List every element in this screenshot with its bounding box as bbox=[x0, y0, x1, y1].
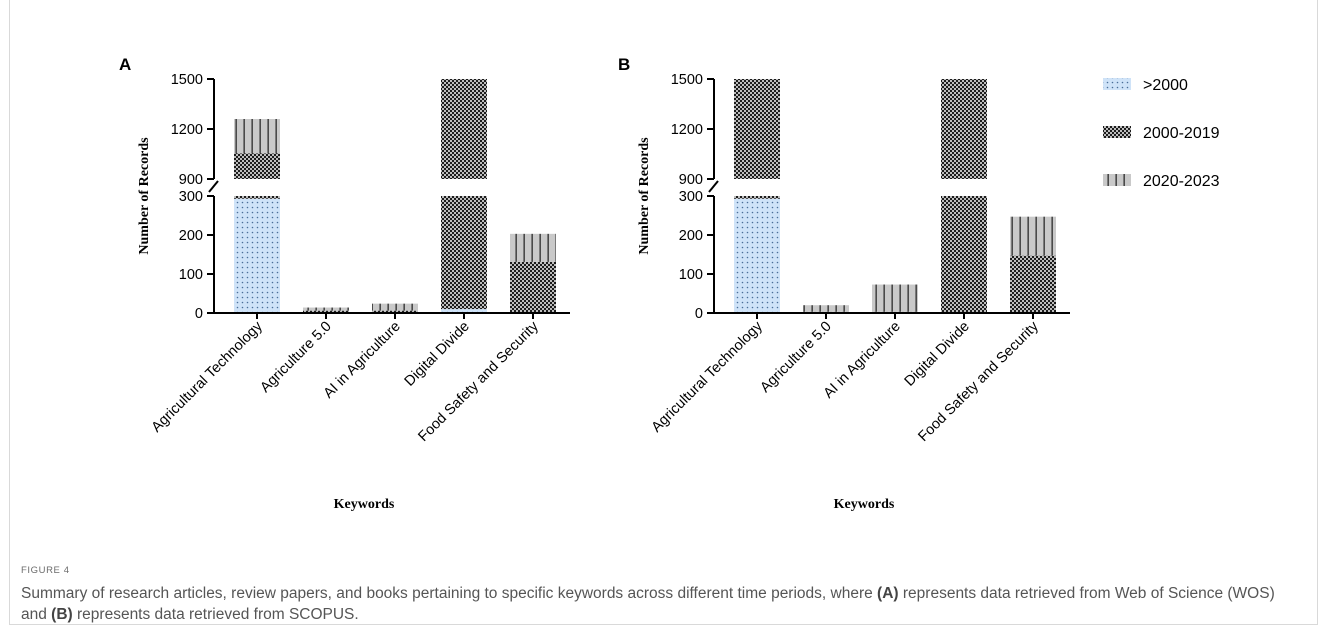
x-tick-label: Agricultural Technology bbox=[149, 318, 267, 436]
caption-bold-a: (A) bbox=[877, 585, 899, 602]
axis-break-mark bbox=[708, 180, 719, 193]
bar-segment bbox=[234, 153, 280, 179]
bar-segment bbox=[234, 198, 280, 313]
figure-frame bbox=[9, 0, 1318, 625]
legend-swatch-dots bbox=[1103, 78, 1131, 90]
x-tick-label: Agriculture 5.0 bbox=[257, 319, 334, 396]
x-tick-label: Agricultural Technology bbox=[649, 318, 767, 436]
bar-segment bbox=[234, 196, 280, 199]
bar-segment bbox=[303, 307, 349, 311]
x-axis-title: Keywords bbox=[834, 497, 895, 512]
bar-segment bbox=[872, 284, 918, 312]
caption-text-3: represents data retrieved from SCOPUS. bbox=[72, 606, 359, 623]
y-tick-label: 300 bbox=[679, 189, 703, 205]
bar-segment bbox=[941, 79, 987, 179]
y-tick-label: 100 bbox=[179, 267, 203, 283]
bar-segment bbox=[441, 196, 487, 310]
y-tick-label: 1500 bbox=[671, 72, 703, 88]
bar-segment bbox=[510, 261, 556, 313]
bar-segment bbox=[1010, 216, 1056, 256]
legend-label: 2000-2019 bbox=[1143, 125, 1220, 142]
figure-label: FIGURE 4 bbox=[21, 565, 70, 576]
panel-letter: B bbox=[618, 55, 630, 74]
caption-text-2: represents data retrieved from Web of Sc… bbox=[21, 585, 1275, 623]
bar-segment bbox=[441, 309, 487, 313]
x-tick-label: Food Safety and Security bbox=[415, 318, 542, 445]
bar-segment bbox=[803, 305, 849, 312]
x-tick-label: Agriculture 5.0 bbox=[757, 319, 834, 396]
bar-segment bbox=[441, 79, 487, 179]
bar-segment bbox=[372, 310, 418, 313]
figure-caption: Summary of research articles, review pap… bbox=[21, 583, 1281, 625]
bar-segment bbox=[941, 196, 987, 313]
bar-segment bbox=[234, 119, 280, 154]
y-axis-title: Number of Records bbox=[137, 137, 152, 255]
y-axis-title: Number of Records bbox=[637, 137, 652, 255]
y-tick-label: 0 bbox=[695, 306, 703, 322]
x-tick-label: Food Safety and Security bbox=[915, 318, 1042, 445]
y-tick-label: 200 bbox=[179, 228, 203, 244]
bar-segment bbox=[1010, 255, 1056, 313]
caption-text-1: Summary of research articles, review pap… bbox=[21, 585, 878, 602]
bar-segment bbox=[510, 233, 556, 262]
bar-segment bbox=[734, 196, 780, 199]
legend: >2000 2000-2019 2020-2023 bbox=[1103, 77, 1220, 190]
y-tick-label: 1200 bbox=[171, 122, 203, 138]
y-tick-label: 900 bbox=[179, 172, 203, 188]
x-tick-label: Digital Divide bbox=[902, 319, 973, 390]
y-tick-label: 1500 bbox=[171, 72, 203, 88]
y-tick-label: 300 bbox=[179, 189, 203, 205]
y-tick-label: 200 bbox=[679, 228, 703, 244]
caption-bold-b: (B) bbox=[51, 606, 73, 623]
y-tick-label: 1200 bbox=[671, 122, 703, 138]
y-tick-label: 900 bbox=[679, 172, 703, 188]
legend-swatch-check bbox=[1103, 126, 1131, 138]
legend-label: 2020-2023 bbox=[1143, 173, 1220, 190]
y-tick-label: 100 bbox=[679, 267, 703, 283]
x-tick-label: Digital Divide bbox=[402, 319, 473, 390]
x-axis-title: Keywords bbox=[334, 497, 395, 512]
y-tick-label: 0 bbox=[195, 306, 203, 322]
legend-label: >2000 bbox=[1143, 77, 1188, 94]
legend-swatch-stripes bbox=[1103, 174, 1131, 186]
axis-break-mark bbox=[208, 180, 219, 193]
bar-segment bbox=[303, 310, 349, 313]
bar-segment bbox=[372, 303, 418, 311]
bar-segment bbox=[734, 79, 780, 179]
panel-letter: A bbox=[119, 55, 131, 74]
bar-segment bbox=[734, 198, 780, 313]
